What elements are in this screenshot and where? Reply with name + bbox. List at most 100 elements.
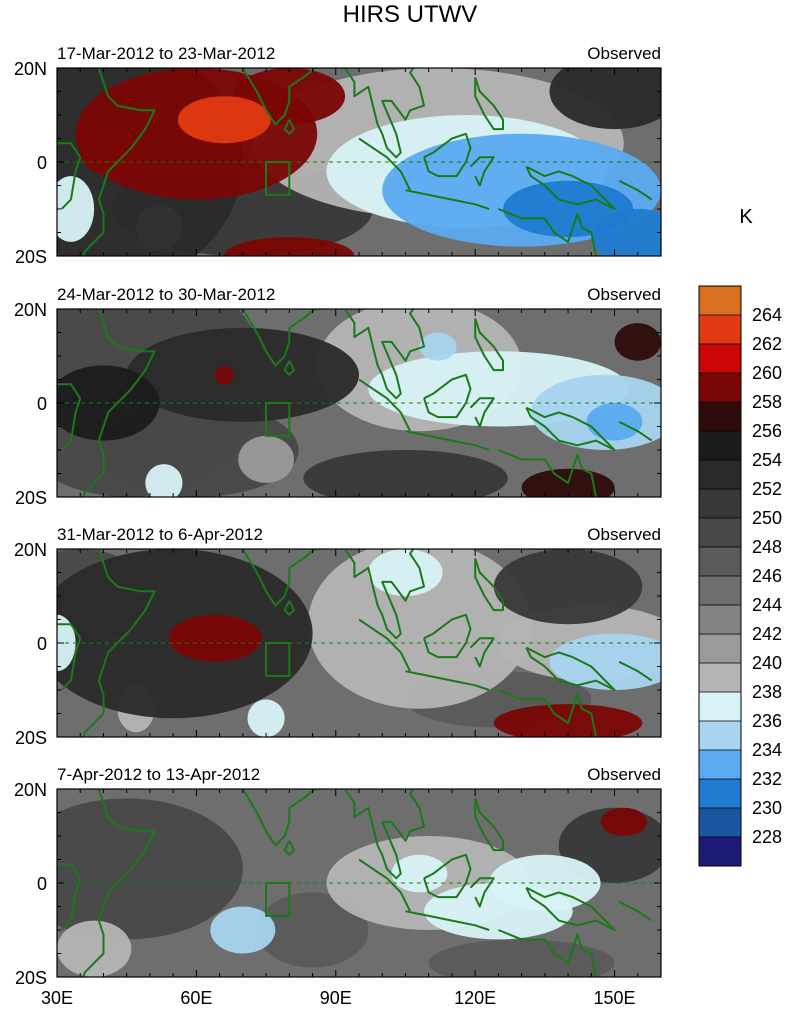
field-blob [224, 237, 355, 256]
colorbar-tick-label: 250 [752, 508, 782, 528]
coastline [498, 689, 597, 737]
x-tick-label: 150E [594, 988, 636, 1008]
y-tick-label: 20N [14, 780, 47, 800]
panel-period: 17-Mar-2012 to 23-Mar-2012 [57, 44, 275, 63]
panel-4: 20N 0 20S 7-Apr-2012 to 13-Apr-2012 Observed [14, 765, 662, 988]
colorbar-box [699, 373, 741, 403]
panel-3: 20N 0 20S 31-Mar-2012 to 6-Apr-2012 Observed [14, 525, 662, 748]
coastline [283, 360, 295, 376]
field-blob [549, 68, 661, 130]
coastline [405, 430, 490, 451]
colorbar-box [699, 460, 741, 490]
field-blob [419, 332, 457, 361]
region-box [265, 161, 291, 196]
colorbar-tick-label: 230 [752, 798, 782, 818]
colorbar-box [699, 779, 741, 809]
panel-label: Observed [587, 44, 661, 63]
x-tick-label: 60E [180, 988, 212, 1008]
colorbar-box [699, 576, 741, 606]
colorbar-tick-label: 252 [752, 479, 782, 499]
coastline [469, 877, 495, 908]
colorbar-tick-label: 232 [752, 769, 782, 789]
coastline [474, 318, 504, 372]
colorbar-box [699, 721, 741, 751]
panel-period: 24-Mar-2012 to 30-Mar-2012 [57, 285, 275, 304]
coastline [82, 549, 156, 737]
x-tick-label: 30E [41, 988, 73, 1008]
field-blob [168, 614, 262, 662]
coastline [405, 670, 490, 691]
y-tick-label: 20N [14, 300, 47, 320]
colorbar-tick-label: 248 [752, 537, 782, 557]
colorbar-tick-label: 256 [752, 421, 782, 441]
colorbar-tick-label: 236 [752, 711, 782, 731]
coastline [57, 623, 82, 691]
coastline [423, 132, 472, 178]
region-box [265, 642, 291, 677]
panel-2: 20N 0 20S 24-Mar-2012 to 30-Mar-2012 Observe… [14, 285, 662, 508]
coastline [423, 373, 472, 419]
field-blob [307, 549, 531, 709]
field-blob [591, 209, 661, 256]
colorbar-tick-label: 238 [752, 682, 782, 702]
panel-period: 31-Mar-2012 to 6-Apr-2012 [57, 525, 263, 544]
ticks-3 [56, 548, 662, 738]
colorbar-box [699, 634, 741, 664]
coastlines-4 [57, 789, 653, 977]
colorbar-tick-label: 228 [752, 827, 782, 847]
colorbar-tick-label: 260 [752, 363, 782, 383]
field-blob [303, 450, 508, 497]
panel-label: Observed [587, 285, 661, 304]
coastline [525, 886, 616, 931]
y-tick-label: 20S [15, 488, 47, 508]
colorbar-tick-label: 262 [752, 334, 782, 354]
y-tick-label: 0 [37, 153, 47, 173]
coastline [358, 378, 411, 432]
y-tick-label: 0 [37, 394, 47, 414]
coastline [469, 156, 495, 187]
field-blob [247, 699, 285, 737]
coastline [618, 420, 653, 442]
panel-1: 20N 0 20S 17-Mar-2012 to 23-Mar-2012 Observe… [14, 44, 662, 267]
coastline [405, 189, 490, 210]
coastline [498, 929, 597, 977]
field-blob [80, 129, 146, 177]
coastline [241, 68, 425, 159]
colorbar-box [699, 402, 741, 432]
field-blob [256, 892, 369, 968]
coastline [423, 613, 472, 659]
y-tick-label: 20S [15, 968, 47, 988]
ticks-1 [56, 67, 662, 257]
colorbar-box [699, 808, 741, 838]
field-blob [57, 920, 132, 977]
field-4 [57, 789, 661, 977]
coastline [358, 618, 411, 672]
coastline [498, 449, 597, 497]
coastlines-2 [57, 309, 653, 497]
colorbar-unit: K [739, 206, 753, 228]
field-blob [215, 365, 234, 385]
coastline [358, 858, 411, 912]
field-1 [57, 68, 661, 256]
region-box [265, 402, 291, 437]
y-tick-label: 0 [37, 634, 47, 654]
coastline [525, 406, 616, 451]
ticks-4 [56, 788, 662, 978]
coastline [525, 165, 616, 210]
coastline [474, 798, 504, 852]
coastline [618, 660, 653, 682]
field-2 [57, 309, 661, 497]
colorbar: 228 230 232 234 236 238 240 242 244 246 248 250 252 2… [698, 285, 782, 867]
coastline [525, 646, 616, 691]
field-blob [493, 549, 643, 625]
y-tick-label: 20N [14, 540, 47, 560]
x-tick-label: 90E [320, 988, 352, 1008]
colorbar-box [699, 344, 741, 374]
field-blob [368, 549, 443, 596]
colorbar-box [699, 837, 741, 867]
coastline [405, 910, 490, 931]
colorbar-box [699, 286, 741, 316]
coastline [469, 637, 495, 668]
field-blob [428, 939, 615, 977]
